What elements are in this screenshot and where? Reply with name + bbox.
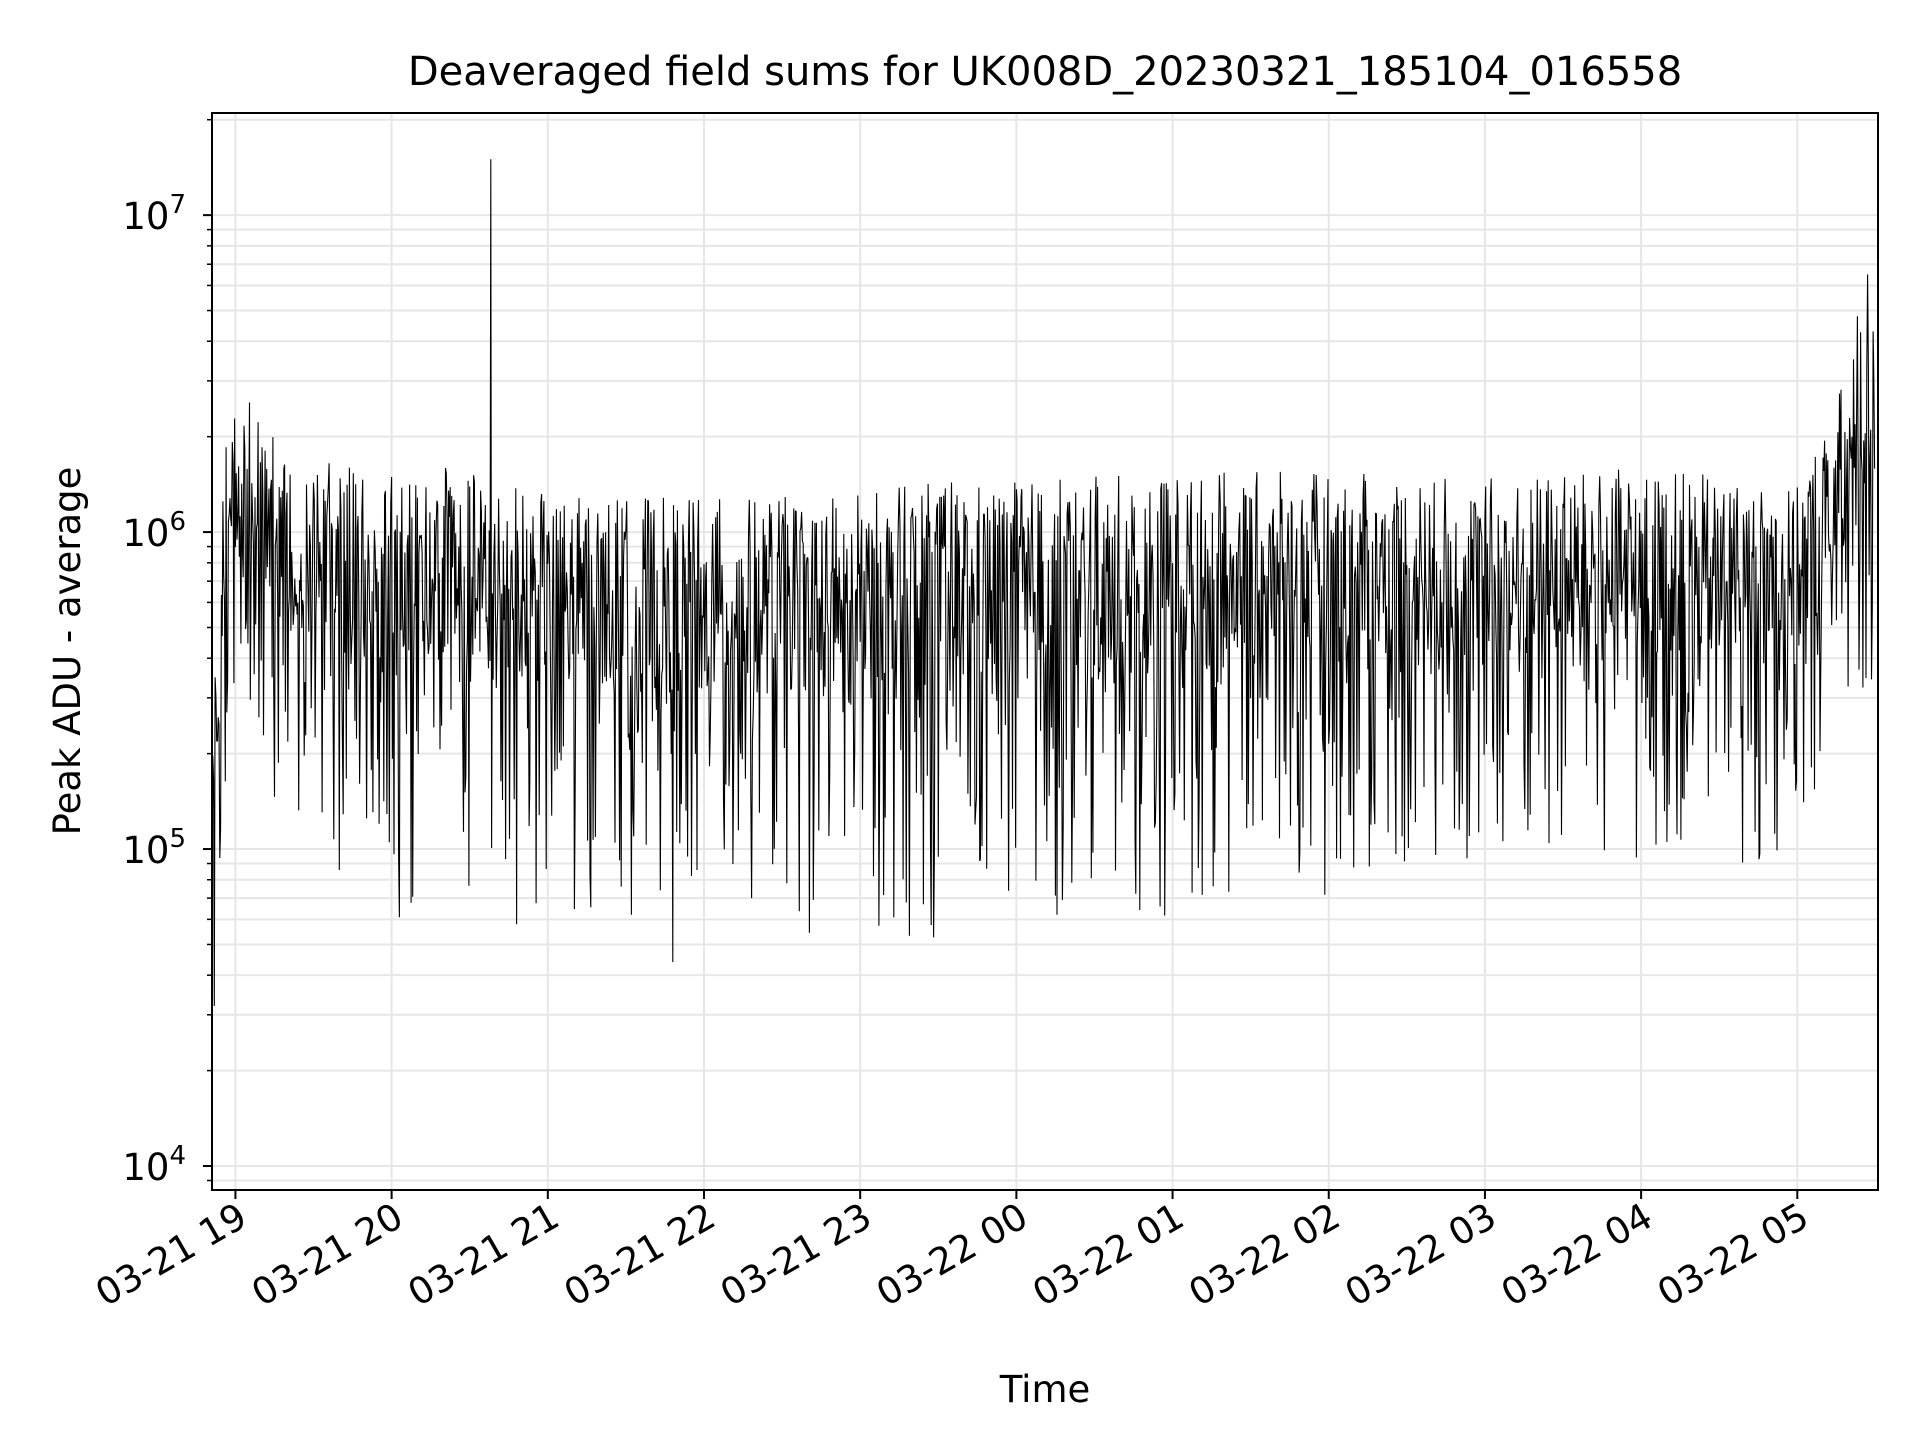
x-tick-label: 03-21 19 [88,1195,254,1315]
x-tick-label: 03-22 03 [1338,1195,1504,1315]
y-tick-label-base: 10 [122,1146,169,1189]
x-tick-label: 03-21 23 [713,1195,879,1315]
y-tick-label-base: 10 [122,195,169,238]
y-tick-label-base: 10 [122,512,169,555]
x-tick-label: 03-22 01 [1025,1195,1191,1315]
plot-frame [211,112,1879,1191]
plot-area [211,159,1876,1006]
y-tick-label: 105 [122,824,186,872]
x-tick-label: 03-21 22 [557,1195,723,1315]
y-axis-label: Peak ADU - average [46,467,89,836]
y-tick-label-base: 10 [122,829,169,872]
y-tick-label: 104 [122,1141,186,1189]
x-axis-label: Time [999,1368,1091,1411]
x-tick-label: 03-21 21 [401,1195,567,1315]
y-tick-label: 107 [122,190,186,238]
y-tick-label-exponent: 5 [169,824,186,854]
y-tick-label: 106 [122,507,186,555]
series-line [211,159,1876,1006]
x-tick-label: 03-22 00 [869,1195,1035,1315]
chart-title: Deaveraged field sums for UK008D_2023032… [408,49,1682,95]
y-tick-label-exponent: 6 [169,507,186,537]
x-tick-label: 03-22 04 [1494,1195,1660,1315]
y-tick-label-exponent: 4 [169,1141,186,1171]
y-tick-label-exponent: 7 [169,190,186,220]
x-tick-label: 03-22 02 [1182,1195,1348,1315]
x-tick-label: 03-22 05 [1650,1195,1816,1315]
x-tick-label: 03-21 20 [245,1195,411,1315]
